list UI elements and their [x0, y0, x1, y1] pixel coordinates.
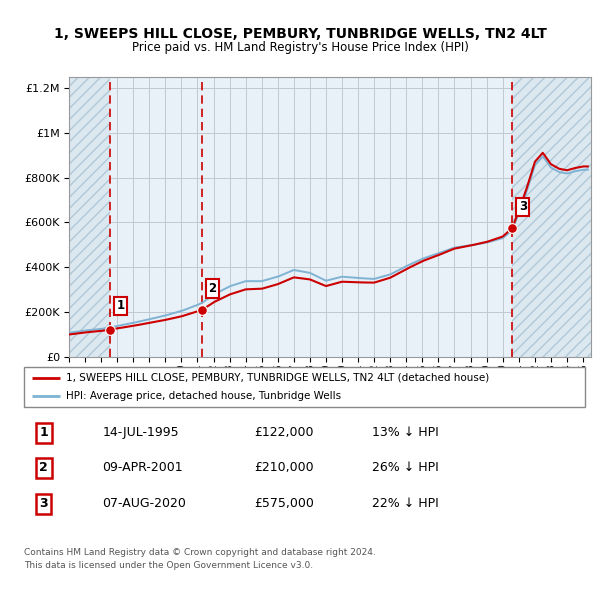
Text: 26% ↓ HPI: 26% ↓ HPI	[372, 461, 439, 474]
Text: 14-JUL-1995: 14-JUL-1995	[103, 426, 179, 439]
Text: 22% ↓ HPI: 22% ↓ HPI	[372, 497, 439, 510]
Text: 1: 1	[116, 299, 124, 313]
Text: 2: 2	[208, 282, 217, 295]
Text: 1: 1	[39, 426, 48, 439]
Text: 1, SWEEPS HILL CLOSE, PEMBURY, TUNBRIDGE WELLS, TN2 4LT (detached house): 1, SWEEPS HILL CLOSE, PEMBURY, TUNBRIDGE…	[66, 373, 490, 383]
Text: 3: 3	[519, 200, 527, 213]
Text: This data is licensed under the Open Government Licence v3.0.: This data is licensed under the Open Gov…	[24, 560, 313, 569]
Text: £210,000: £210,000	[254, 461, 314, 474]
Text: £122,000: £122,000	[254, 426, 314, 439]
FancyBboxPatch shape	[24, 367, 585, 407]
Text: Contains HM Land Registry data © Crown copyright and database right 2024.: Contains HM Land Registry data © Crown c…	[24, 548, 376, 556]
Text: 09-APR-2001: 09-APR-2001	[103, 461, 183, 474]
Bar	[512, 77, 591, 357]
Text: 1, SWEEPS HILL CLOSE, PEMBURY, TUNBRIDGE WELLS, TN2 4LT: 1, SWEEPS HILL CLOSE, PEMBURY, TUNBRIDGE…	[53, 27, 547, 41]
Text: 3: 3	[40, 497, 48, 510]
Text: HPI: Average price, detached house, Tunbridge Wells: HPI: Average price, detached house, Tunb…	[66, 391, 341, 401]
Text: 2: 2	[39, 461, 48, 474]
Text: Price paid vs. HM Land Registry's House Price Index (HPI): Price paid vs. HM Land Registry's House …	[131, 41, 469, 54]
Bar	[69, 77, 110, 357]
Text: £575,000: £575,000	[254, 497, 314, 510]
Text: 13% ↓ HPI: 13% ↓ HPI	[372, 426, 439, 439]
Text: 07-AUG-2020: 07-AUG-2020	[103, 497, 187, 510]
